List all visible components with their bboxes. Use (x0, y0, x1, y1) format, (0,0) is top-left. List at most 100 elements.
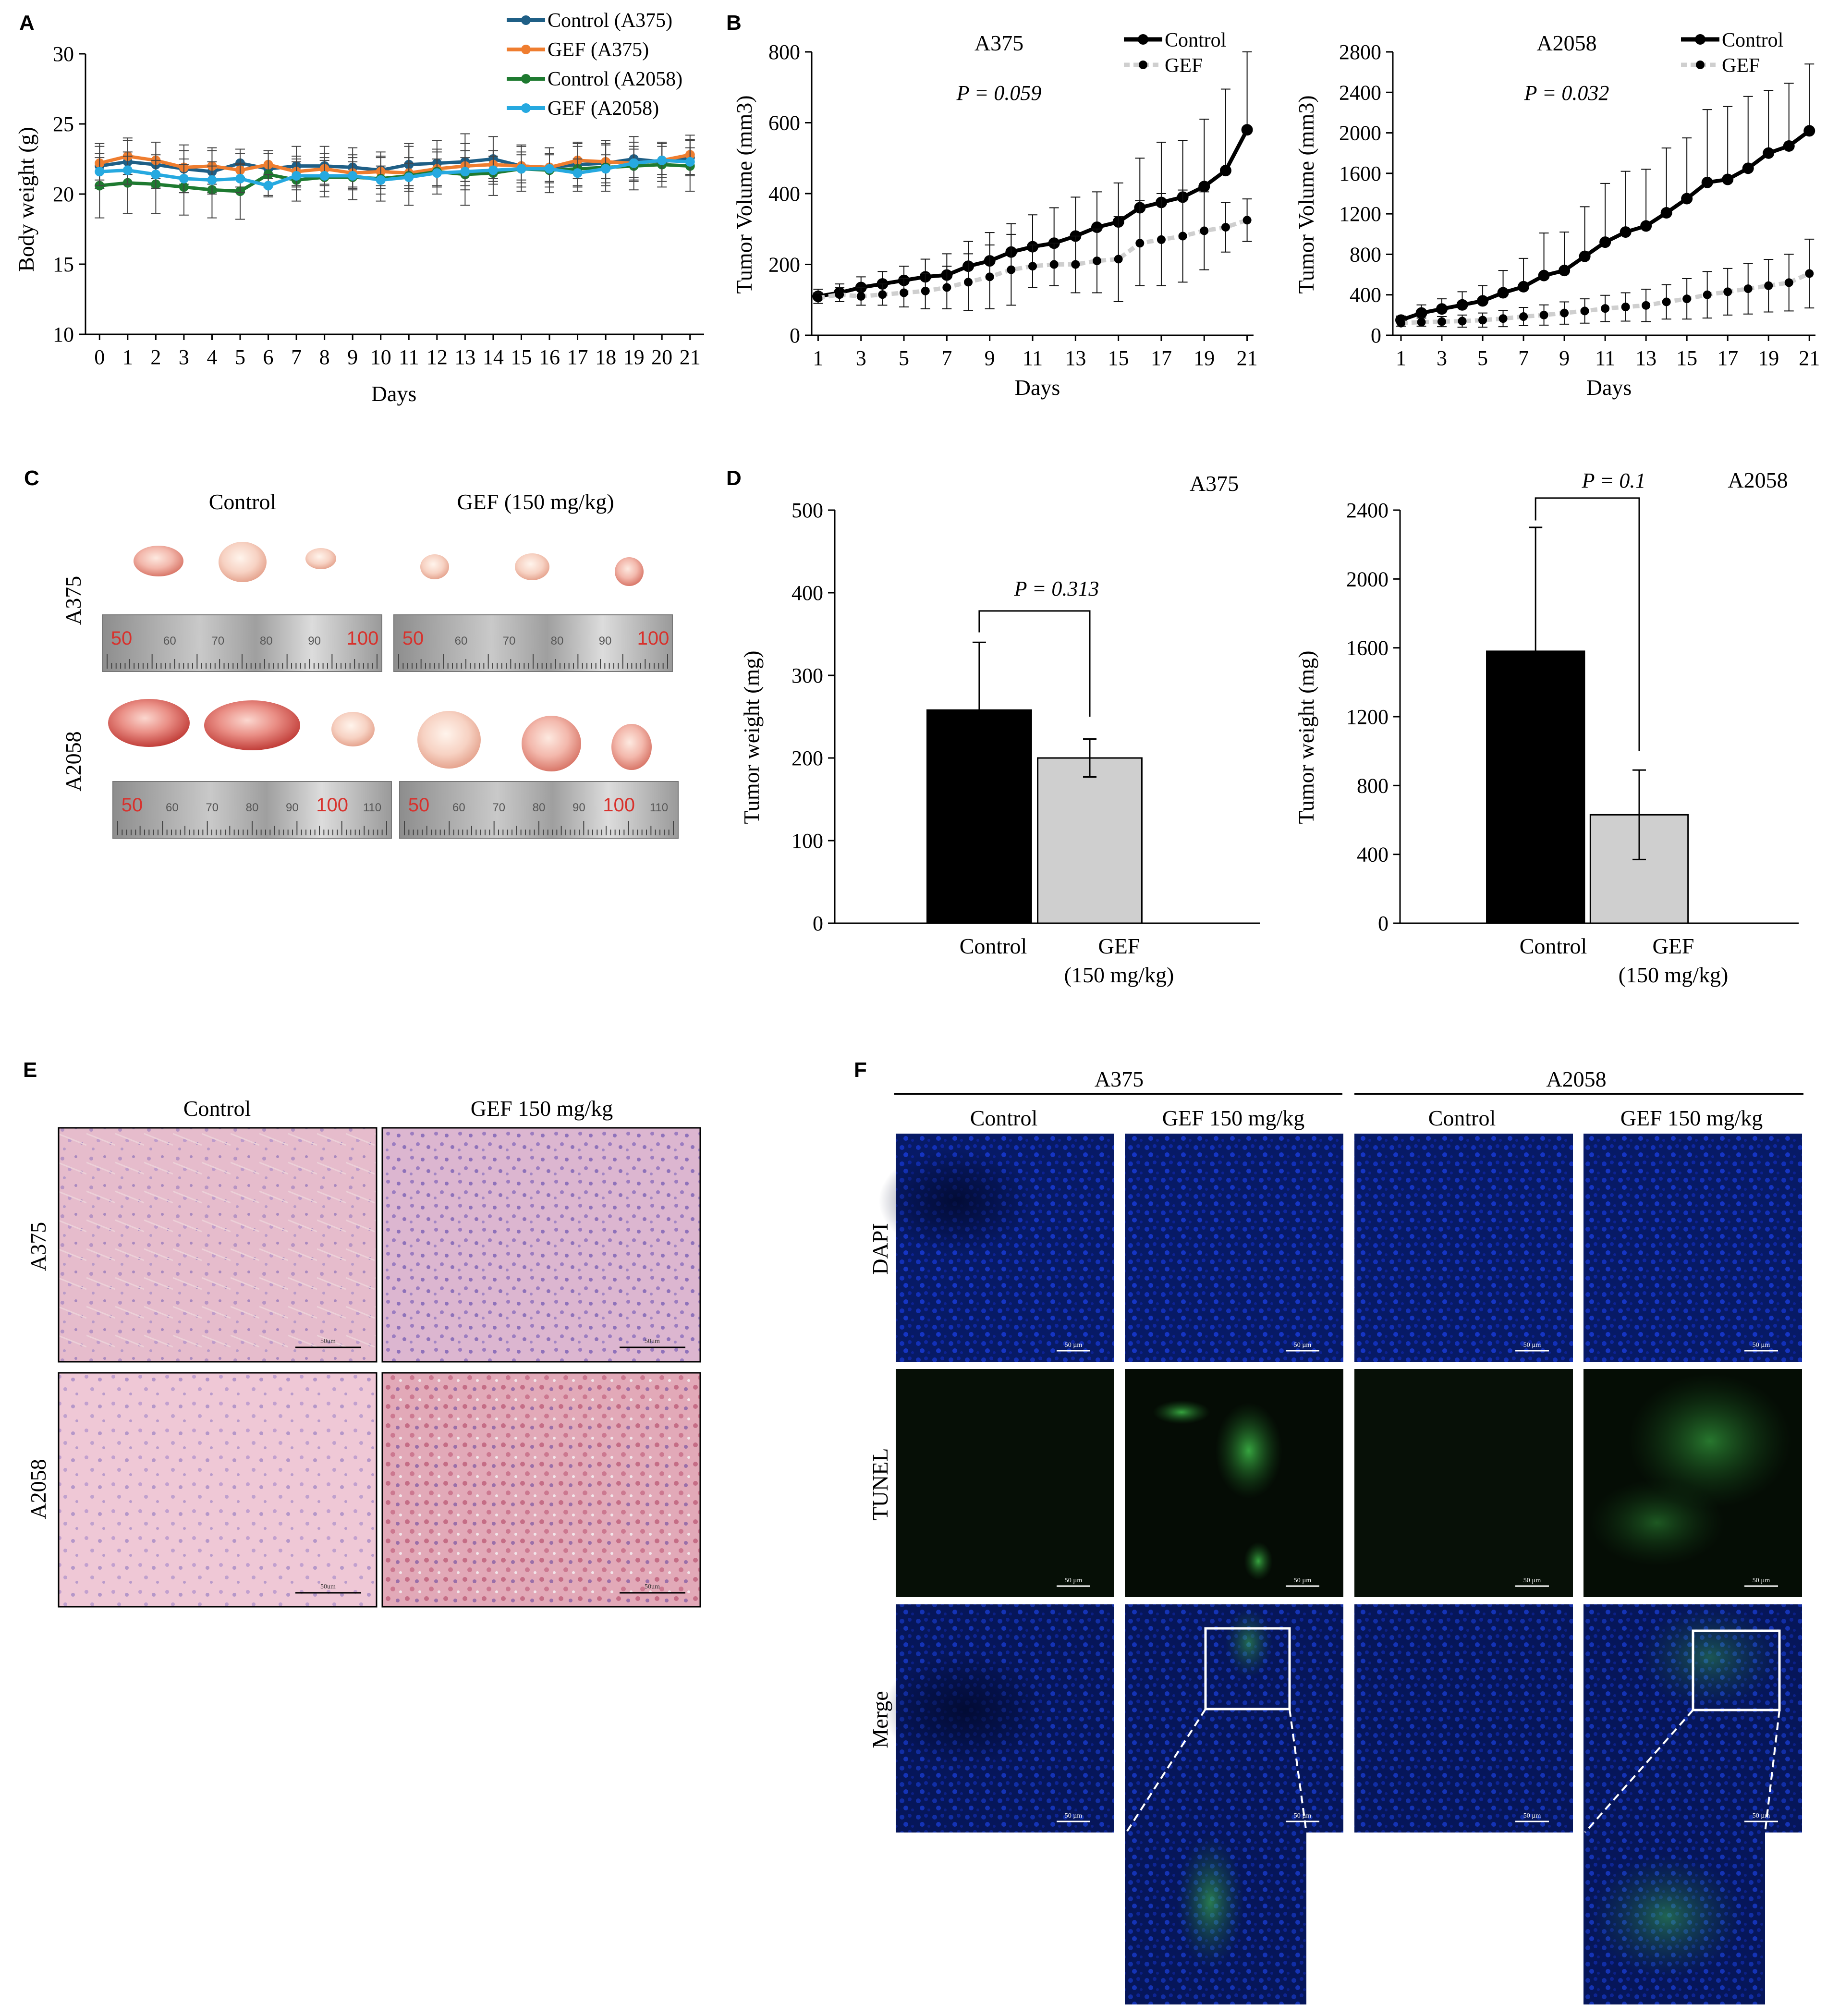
ruler-label: 60 (166, 801, 179, 814)
scale-bar-label: 50 µm (1523, 1577, 1541, 1584)
data-point (1599, 236, 1611, 248)
tunel-signal (1215, 1403, 1282, 1499)
data-point (1662, 297, 1671, 306)
ruler-label: 80 (260, 635, 273, 648)
y-tick-label: 2000 (1346, 567, 1389, 591)
fluorescence-image (896, 1369, 1114, 1597)
x-tick-label: 17 (1151, 346, 1172, 370)
data-point (545, 164, 554, 174)
chart-tumor-weight-a2058: 0 400 800 1200 1600 2000 2400 (1346, 497, 1799, 935)
image-shading (879, 1148, 1033, 1254)
tumor-image (420, 554, 449, 579)
ruler-label: 60 (455, 635, 468, 648)
x-axis-label: Days (1015, 375, 1060, 400)
data-point (1722, 173, 1734, 185)
chart-title-a2058: A2058 (1536, 31, 1596, 55)
column-label-gef: GEF 150 mg/kg (1620, 1106, 1763, 1130)
data-point (292, 171, 302, 181)
tumor-image (522, 716, 581, 771)
data-point (1660, 207, 1672, 219)
y-tick-label: 1200 (1339, 202, 1381, 226)
scale-bar-label: 50 µm (1065, 1342, 1083, 1349)
x-tick-label: 18 (595, 345, 616, 369)
data-point (1221, 223, 1230, 232)
y-tick-label: 0 (1371, 324, 1381, 347)
y-tick-label: 400 (768, 182, 800, 206)
histology-image (381, 1372, 701, 1608)
data-point (1049, 260, 1059, 269)
x-tick-label: 7 (1518, 346, 1529, 370)
data-point (1437, 317, 1447, 326)
data-point (1620, 226, 1632, 238)
y-tick-label: 25 (53, 112, 74, 136)
data-point (1621, 303, 1630, 311)
data-point (1803, 125, 1815, 137)
y-tick-label: 0 (813, 912, 823, 935)
y-tick-label: 0 (790, 324, 800, 347)
data-point (878, 290, 887, 299)
y-axis-label: Tumor Volume (mm3) (1294, 95, 1318, 293)
x-tick-label: 9 (985, 346, 995, 370)
x-tick-label: 21 (1799, 346, 1820, 370)
legend-marker (521, 74, 531, 84)
data-point (1157, 235, 1166, 244)
y-tick-label: 400 (1357, 843, 1389, 867)
data-point (1135, 239, 1145, 248)
scale-bar-label: 50 µm (1065, 1812, 1083, 1820)
data-point (1681, 193, 1693, 205)
column-label-control: Control (970, 1106, 1038, 1130)
data-point (1092, 257, 1101, 266)
data-point (1519, 312, 1528, 321)
data-point (1178, 232, 1187, 241)
y-tick-label: 2000 (1339, 122, 1381, 145)
ruler-label: 90 (286, 801, 299, 814)
column-label-control: Control (183, 1096, 251, 1121)
tumor-image (331, 712, 375, 746)
scale-bar-label: 50 µm (1753, 1342, 1770, 1349)
x-tick-label: 3 (856, 346, 866, 370)
data-point (657, 155, 667, 165)
data-point (1763, 147, 1775, 159)
panel-f: F A375 A2058 Control GEF 150 mg/kg Contr… (854, 1058, 1803, 2004)
ruler-label: 90 (572, 801, 585, 814)
y-axis-label: Tumor weight (mg) (1294, 650, 1318, 824)
scale-bar-label: 50 µm (1065, 1577, 1083, 1584)
x-tick-label: 5 (899, 346, 909, 370)
y-tick-label: 200 (768, 253, 800, 277)
ruler-label: 100 (603, 794, 635, 816)
x-tick-label: 1 (1396, 346, 1406, 370)
data-point (460, 167, 470, 177)
legend-gef: GEF (1165, 55, 1203, 77)
data-point (1784, 278, 1793, 287)
legend-marker (1696, 61, 1705, 69)
data-point (1560, 308, 1569, 318)
p-value-a375: P = 0.059 (956, 81, 1042, 105)
row-label-a2058: A2058 (26, 1459, 50, 1519)
x-tick-label: 3 (179, 345, 189, 369)
data-point (1601, 304, 1610, 313)
data-point (404, 172, 414, 182)
row-label-a375: A375 (61, 576, 85, 625)
legend-marker (1695, 34, 1705, 45)
data-point (1703, 290, 1712, 299)
legend-gef-a375: GEF (A375) (548, 39, 649, 61)
panel-label-f: F (854, 1058, 867, 1082)
data-point (856, 292, 865, 301)
data-point (1436, 303, 1448, 315)
scale-bar: 50um (620, 1338, 685, 1348)
y-tick-label: 0 (1378, 912, 1389, 935)
scale-bar: 50um (295, 1338, 361, 1348)
x-tick-label: 11 (399, 345, 419, 369)
legend-marker (1138, 34, 1148, 45)
x-tick-label: 9 (347, 345, 358, 369)
y-tick-label: 800 (1350, 243, 1381, 266)
y-tick-label: 1600 (1346, 636, 1389, 660)
data-point (1417, 318, 1426, 327)
y-tick-label: 1200 (1346, 705, 1389, 729)
tumor-image (611, 724, 652, 770)
y-tick-label: 2400 (1339, 81, 1381, 104)
legend-a375: Control GEF (1124, 29, 1226, 77)
scale-bar-group: 50 µm 50 µm 50 µm 50 µm 50 µm 50 µm 50 µm 50 µm… (1057, 1342, 1778, 1822)
tumor-image (515, 553, 549, 580)
